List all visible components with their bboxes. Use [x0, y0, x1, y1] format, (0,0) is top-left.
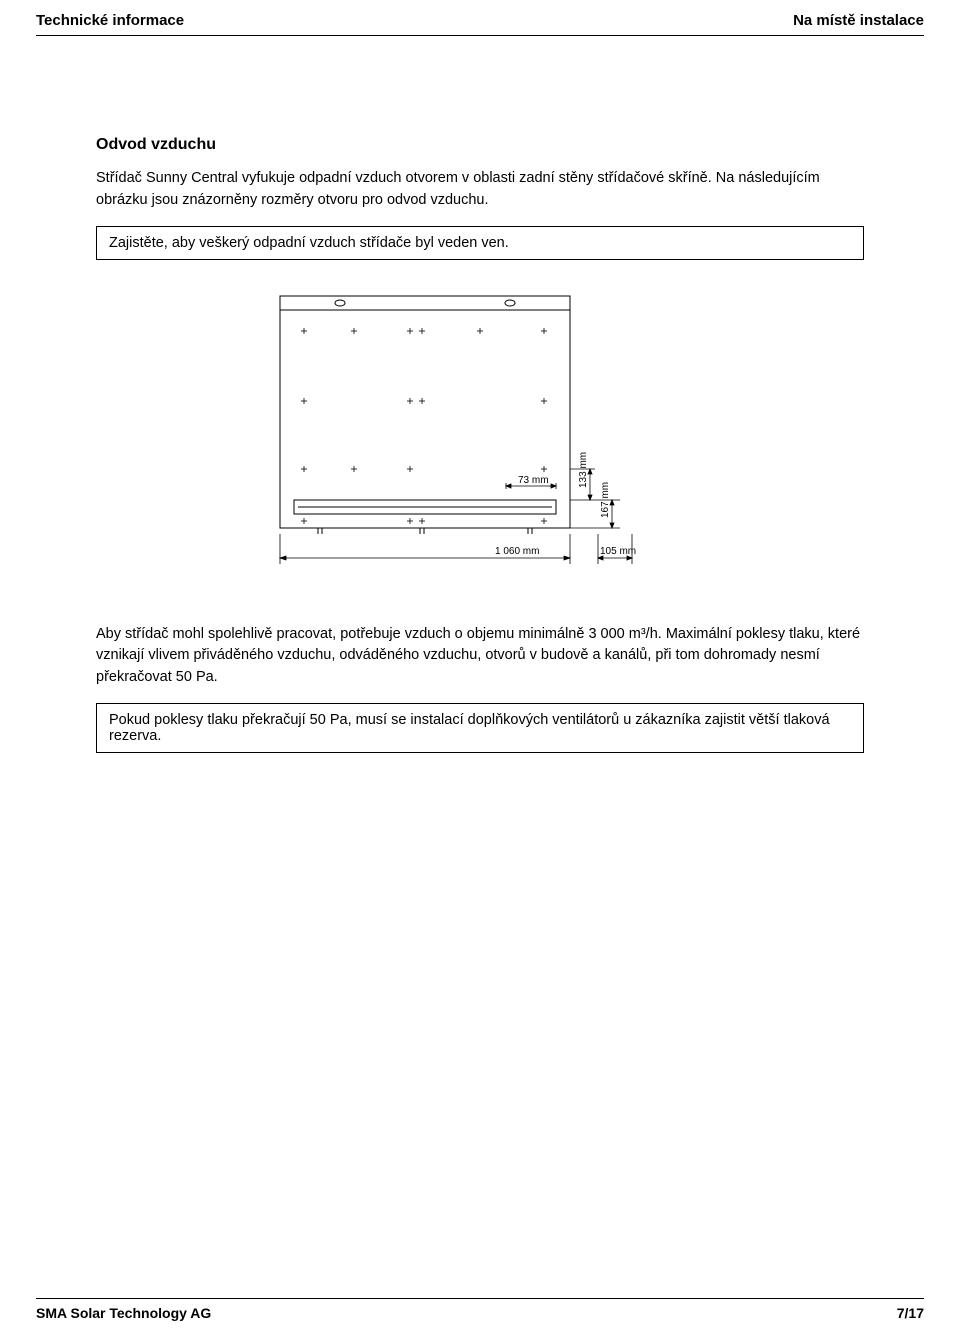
header-right: Na místě instalace [793, 12, 924, 29]
page-footer: SMA Solar Technology AG 7/17 [36, 1298, 924, 1321]
note-box-2: Pokud poklesy tlaku překračují 50 Pa, mu… [96, 703, 864, 753]
footer-rule [36, 1298, 924, 1299]
dim-167mm-label: 167 mm [600, 481, 611, 517]
after-diagram-paragraph: Aby střídač mohl spolehlivě pracovat, po… [96, 624, 864, 689]
footer-right: 7/17 [897, 1305, 924, 1321]
intro-paragraph: Střídač Sunny Central vyfukuje odpadní v… [96, 168, 864, 212]
note-box-1: Zajistěte, aby veškerý odpadní vzduch st… [96, 226, 864, 260]
dim-133mm-label: 133 mm [578, 451, 589, 487]
section-title: Odvod vzduchu [96, 136, 864, 154]
page-body: Odvod vzduchu Střídač Sunny Central vyfu… [0, 36, 960, 821]
diagram-svg: 73 mm 133 mm 167 mm [260, 288, 700, 598]
dim-105mm-label: 105 mm [600, 546, 636, 557]
dim-1060mm-label: 1 060 mm [495, 546, 539, 557]
dim-73mm-label: 73 mm [518, 475, 549, 486]
technical-diagram: 73 mm 133 mm 167 mm [96, 288, 864, 598]
footer-left: SMA Solar Technology AG [36, 1305, 211, 1321]
header-left: Technické informace [36, 12, 184, 29]
